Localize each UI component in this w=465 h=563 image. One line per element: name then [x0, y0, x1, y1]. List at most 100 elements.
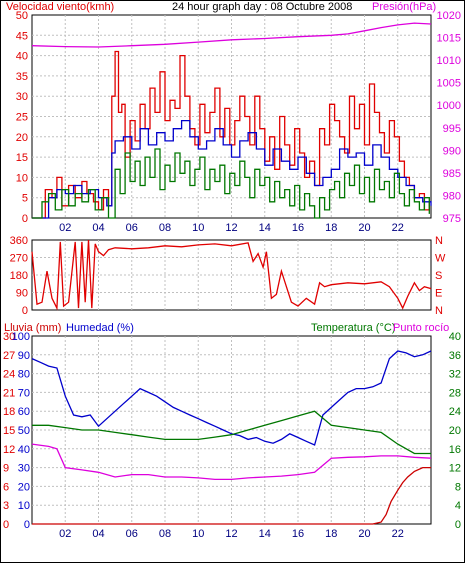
- climate-x-tick-label: 14: [259, 528, 271, 540]
- climate-series-line-2: [31, 443, 432, 481]
- climate-y-left-tick: 30: [3, 331, 15, 343]
- direction-y-right-tick: N: [435, 235, 443, 247]
- wind-series-line-2: [32, 148, 430, 219]
- climate-x-tick-label: 04: [92, 528, 104, 540]
- direction-y-left-tick: 180: [10, 270, 28, 282]
- climate-x-tick-label: 06: [126, 528, 138, 540]
- wind-y-right-tick: 985: [443, 168, 461, 180]
- climate-series-line-0: [31, 350, 432, 446]
- direction-y-left-tick: 90: [16, 288, 28, 300]
- wind-y-right-tick: 1000: [437, 100, 461, 112]
- climate-y-right-tick: 20: [449, 425, 461, 437]
- climate-y-humidity-tick: 100: [12, 331, 30, 343]
- climate-y-left-tick: 12: [3, 444, 15, 456]
- climate-y-left-tick: 6: [3, 481, 9, 493]
- climate-y-right-tick: 0: [455, 519, 461, 531]
- wind-y-left-tick: 30: [16, 91, 28, 103]
- wind-y-right-tick: 975: [443, 213, 461, 225]
- climate-y-right-tick: 4: [455, 500, 461, 512]
- climate-x-tick-label: 22: [392, 528, 404, 540]
- direction-y-right-tick: W: [435, 253, 446, 265]
- climate-y-right-tick: 36: [449, 350, 461, 362]
- direction-y-left-tick: 0: [22, 305, 28, 317]
- wind-y-right-tick: 1020: [437, 10, 461, 22]
- climate-x-tick-label: 18: [325, 528, 337, 540]
- wind-y-left-tick: 45: [16, 30, 28, 42]
- climate-y-right-tick: 8: [455, 481, 461, 493]
- climate-y-left-tick: 24: [3, 369, 15, 381]
- wind-x-tick-label: 12: [225, 222, 237, 234]
- wind-y-left-tick: 50: [16, 10, 28, 22]
- climate-x-tick-label: 20: [358, 528, 370, 540]
- wind-x-tick-label: 04: [92, 222, 104, 234]
- wind-series-line-3: [31, 22, 432, 48]
- direction-y-right-tick: N: [435, 305, 443, 317]
- wind-series-line-1: [32, 119, 432, 219]
- rain-axis-title: Lluvia (mm): [4, 322, 61, 334]
- wind-x-tick-label: 10: [192, 222, 204, 234]
- climate-y-humidity-tick: 10: [18, 500, 30, 512]
- pressure-axis-title: Presión(hPa): [372, 1, 436, 13]
- dewpoint-axis-title: Punto rocío: [393, 322, 449, 334]
- wind-x-tick-label: 14: [259, 222, 271, 234]
- wind-y-left-tick: 20: [16, 132, 28, 144]
- wind-y-right-tick: 1005: [437, 78, 461, 90]
- climate-y-left-tick: 9: [3, 463, 9, 475]
- climate-y-right-tick: 32: [449, 369, 461, 381]
- climate-y-humidity-tick: 50: [18, 425, 30, 437]
- wind-y-right-tick: 980: [443, 190, 461, 202]
- wind-x-tick-label: 20: [358, 222, 370, 234]
- climate-x-tick-label: 02: [59, 528, 71, 540]
- climate-y-humidity-tick: 90: [18, 350, 30, 362]
- wind-x-tick-label: 16: [292, 222, 304, 234]
- direction-y-left-tick: 360: [10, 235, 28, 247]
- climate-y-left-tick: 0: [3, 519, 9, 531]
- climate-y-right-tick: 12: [449, 463, 461, 475]
- climate-x-tick-label: 16: [292, 528, 304, 540]
- wind-x-tick-label: 22: [392, 222, 404, 234]
- wind-y-left-tick: 40: [16, 51, 28, 63]
- wind-x-tick-label: 08: [159, 222, 171, 234]
- direction-series-line-0: [31, 239, 432, 311]
- wind-x-tick-label: 06: [126, 222, 138, 234]
- wind-y-left-tick: 0: [22, 213, 28, 225]
- wind-x-tick-label: 18: [325, 222, 337, 234]
- wind-y-left-tick: 10: [16, 172, 28, 184]
- climate-series-line-1: [32, 410, 431, 455]
- wind-y-left-tick: 5: [22, 193, 28, 205]
- direction-y-left-tick: 270: [10, 253, 28, 265]
- climate-y-right-tick: 24: [449, 406, 461, 418]
- wind-y-right-tick: 1010: [437, 55, 461, 67]
- climate-y-left-tick: 3: [3, 500, 9, 512]
- climate-y-right-tick: 28: [449, 387, 461, 399]
- climate-x-tick-label: 10: [192, 528, 204, 540]
- wind-axis-title: Velocidad viento(kmh): [6, 1, 114, 13]
- wind-x-tick-label: 02: [59, 222, 71, 234]
- wind-y-right-tick: 995: [443, 123, 461, 135]
- climate-y-humidity-tick: 20: [18, 481, 30, 493]
- chart-title: 24 hour graph day : 08 Octubre 2008: [172, 1, 352, 13]
- climate-y-right-tick: 16: [449, 444, 461, 456]
- climate-y-humidity-tick: 80: [18, 369, 30, 381]
- direction-y-right-tick: E: [435, 288, 442, 300]
- climate-y-right-tick: 40: [449, 331, 461, 343]
- climate-y-humidity-tick: 70: [18, 387, 30, 399]
- direction-y-right-tick: S: [435, 270, 442, 282]
- climate-x-tick-label: 08: [159, 528, 171, 540]
- wind-y-left-tick: 15: [16, 152, 28, 164]
- climate-y-left-tick: 15: [3, 425, 15, 437]
- climate-y-humidity-tick: 60: [18, 406, 30, 418]
- temperature-axis-title: Temperatura (°C): [311, 322, 395, 334]
- wind-y-left-tick: 35: [16, 71, 28, 83]
- climate-x-tick-label: 12: [225, 528, 237, 540]
- wind-y-right-tick: 990: [443, 145, 461, 157]
- climate-y-humidity-tick: 40: [18, 444, 30, 456]
- climate-y-humidity-tick: 30: [18, 463, 30, 475]
- climate-series-line-3: [32, 466, 431, 525]
- wind-y-left-tick: 25: [16, 112, 28, 124]
- climate-y-humidity-tick: 0: [24, 519, 30, 531]
- climate-y-left-tick: 21: [3, 387, 15, 399]
- wind-y-right-tick: 1015: [437, 33, 461, 45]
